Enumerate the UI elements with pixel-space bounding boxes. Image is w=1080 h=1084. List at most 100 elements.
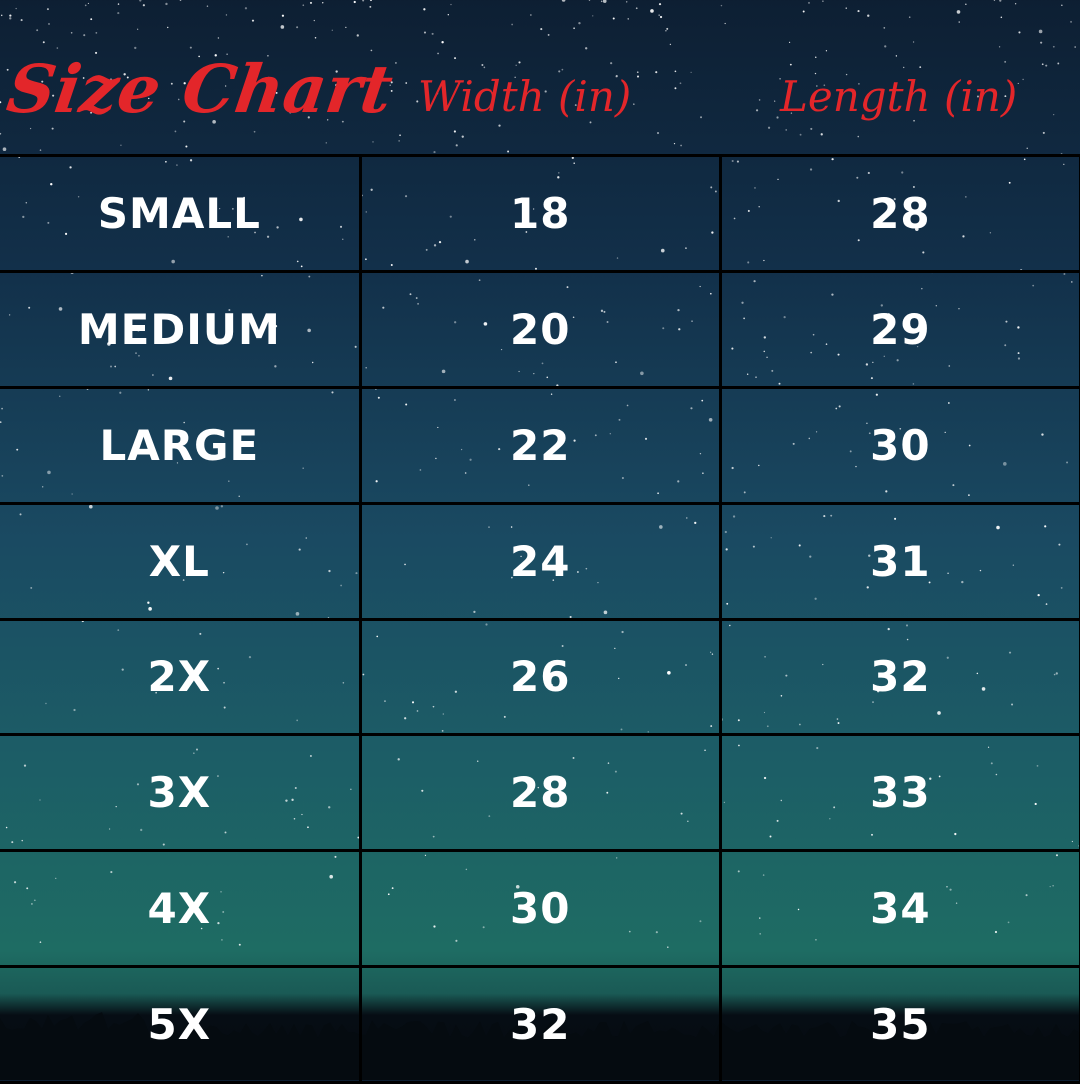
star: [185, 145, 188, 148]
star: [785, 129, 787, 131]
size-cell: 3X: [0, 733, 362, 853]
star: [1053, 114, 1055, 116]
star: [36, 29, 39, 32]
star: [2, 147, 7, 152]
star: [117, 12, 120, 15]
length-cell: 33: [718, 733, 1080, 853]
star: [29, 127, 32, 130]
star: [724, 22, 726, 25]
star: [680, 144, 682, 147]
star: [244, 7, 248, 10]
star: [142, 4, 145, 7]
table-row: LARGE 22 30: [0, 385, 1080, 505]
star: [592, 15, 594, 17]
star: [70, 31, 73, 34]
star: [1017, 82, 1019, 85]
star: [0, 101, 2, 104]
star: [120, 144, 122, 146]
star: [720, 4, 723, 7]
star: [998, 46, 1001, 48]
star: [857, 10, 860, 13]
star: [679, 82, 682, 85]
star: [46, 8, 49, 11]
star: [1018, 31, 1021, 34]
star: [912, 41, 915, 43]
star: [789, 63, 792, 66]
size-cell: 4X: [0, 849, 362, 969]
star: [659, 15, 663, 19]
size-cell: LARGE: [0, 385, 362, 505]
width-column-header: Width (in): [418, 72, 632, 121]
star: [518, 61, 521, 64]
star: [573, 27, 575, 30]
star: [767, 126, 771, 129]
star: [90, 18, 93, 21]
star: [15, 7, 17, 10]
star: [454, 57, 457, 60]
length-cell: 35: [718, 965, 1080, 1084]
star: [362, 0, 365, 2]
star: [529, 14, 532, 16]
size-table: SMALL 18 28 MEDIUM 20 29 LARGE 22 30 XL 24 31 2X 26 32…: [0, 154, 1080, 1084]
star: [117, 3, 120, 5]
star: [883, 27, 886, 29]
star: [433, 151, 436, 154]
length-cell: 29: [718, 269, 1080, 389]
star: [189, 46, 192, 49]
star: [399, 134, 401, 137]
size-cell: 2X: [0, 617, 362, 737]
star: [1004, 60, 1007, 63]
star: [815, 56, 817, 58]
star: [650, 9, 654, 13]
star: [1014, 3, 1017, 5]
width-cell: 22: [358, 385, 722, 505]
star: [1052, 45, 1055, 48]
star: [895, 55, 898, 57]
star: [1041, 63, 1044, 66]
star: [511, 23, 514, 26]
table-row: 5X 32 35: [0, 965, 1080, 1084]
length-cell: 31: [718, 501, 1080, 621]
star: [507, 150, 510, 153]
star: [547, 33, 550, 36]
width-cell: 28: [358, 733, 722, 853]
star: [993, 0, 996, 1]
star: [774, 100, 776, 102]
length-cell: 28: [718, 154, 1080, 273]
star: [20, 19, 23, 22]
star: [561, 68, 564, 71]
star: [179, 0, 182, 2]
star: [1038, 29, 1043, 34]
star: [658, 3, 662, 6]
star: [174, 130, 177, 133]
star: [585, 47, 588, 50]
star: [625, 1, 628, 3]
star: [455, 144, 458, 147]
length-column-header: Length (in): [780, 72, 1018, 121]
star: [755, 109, 759, 112]
star: [423, 8, 426, 11]
table-row: MEDIUM 20 29: [0, 269, 1080, 389]
star: [39, 149, 42, 151]
star: [690, 71, 692, 74]
star: [423, 31, 427, 34]
star: [1022, 78, 1024, 81]
star: [1045, 64, 1048, 67]
star: [372, 141, 374, 143]
star: [139, 0, 142, 2]
star: [498, 124, 501, 127]
star: [353, 0, 356, 4]
star: [700, 116, 702, 119]
star: [540, 28, 543, 31]
star: [588, 0, 591, 1]
star: [807, 1, 811, 4]
star: [665, 30, 667, 32]
star: [958, 21, 961, 23]
star: [1026, 147, 1028, 149]
star: [903, 66, 905, 69]
star: [578, 21, 581, 25]
length-cell: 32: [718, 617, 1080, 737]
star: [369, 5, 372, 8]
star: [309, 1, 313, 4]
width-cell: 30: [358, 849, 722, 969]
